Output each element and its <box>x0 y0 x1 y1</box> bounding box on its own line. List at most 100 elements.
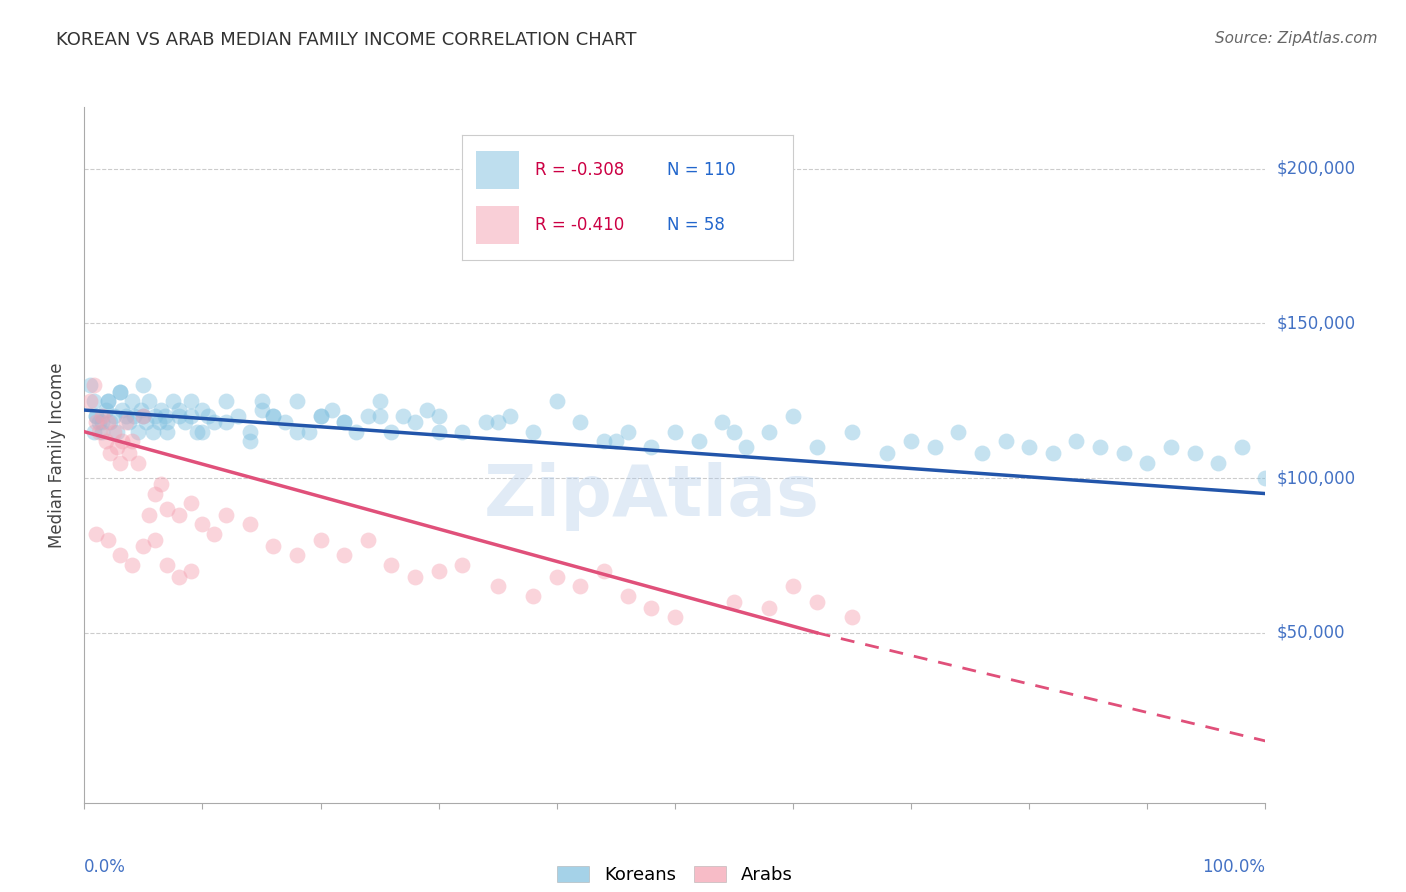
Point <box>132 409 155 424</box>
Point <box>711 416 734 430</box>
Point <box>108 549 131 563</box>
Point <box>392 409 415 424</box>
Point <box>162 393 184 408</box>
Point <box>876 446 898 460</box>
Point <box>138 508 160 523</box>
Point <box>593 564 616 578</box>
Point <box>94 434 117 448</box>
Point <box>486 579 509 593</box>
Point <box>180 496 202 510</box>
Text: KOREAN VS ARAB MEDIAN FAMILY INCOME CORRELATION CHART: KOREAN VS ARAB MEDIAN FAMILY INCOME CORR… <box>56 31 637 49</box>
Point <box>98 416 121 430</box>
Point <box>121 558 143 572</box>
Point <box>91 409 114 424</box>
Point <box>98 446 121 460</box>
Point <box>114 416 136 430</box>
Point <box>127 456 149 470</box>
Point <box>239 425 262 439</box>
Legend: Koreans, Arabs: Koreans, Arabs <box>550 858 800 891</box>
Point <box>498 409 520 424</box>
Point <box>91 425 114 439</box>
Point <box>167 508 190 523</box>
Point <box>994 434 1017 448</box>
Point <box>103 409 125 424</box>
Point <box>79 393 101 408</box>
Point <box>108 456 131 470</box>
Point <box>1230 440 1253 454</box>
Point <box>416 403 439 417</box>
Point <box>103 425 125 439</box>
Point <box>202 526 225 541</box>
Point <box>782 579 804 593</box>
Point <box>108 384 131 399</box>
Point <box>368 393 391 408</box>
Point <box>143 409 166 424</box>
Point <box>522 425 544 439</box>
Point <box>156 558 179 572</box>
Point <box>262 409 284 424</box>
Point <box>191 403 214 417</box>
Point <box>1112 446 1135 460</box>
Point <box>841 610 863 624</box>
Point <box>1160 440 1182 454</box>
Point <box>197 409 219 424</box>
Point <box>84 416 107 430</box>
Point <box>121 393 143 408</box>
Point <box>380 425 402 439</box>
Point <box>156 502 179 516</box>
Point <box>640 440 662 454</box>
Point <box>298 425 321 439</box>
Point <box>122 409 145 424</box>
Point <box>148 416 170 430</box>
Point <box>215 508 238 523</box>
Point <box>640 601 662 615</box>
Text: $200,000: $200,000 <box>1277 160 1355 178</box>
Point <box>262 409 284 424</box>
Point <box>91 416 114 430</box>
Point <box>83 378 105 392</box>
Point <box>83 393 105 408</box>
Point <box>150 477 173 491</box>
Text: N = 110: N = 110 <box>668 161 735 179</box>
Point <box>97 416 120 430</box>
Point <box>970 446 993 460</box>
Point <box>451 425 474 439</box>
Point <box>404 570 426 584</box>
Text: Source: ZipAtlas.com: Source: ZipAtlas.com <box>1215 31 1378 46</box>
Point <box>167 409 190 424</box>
Point <box>202 416 225 430</box>
Point <box>250 393 273 408</box>
Point <box>143 533 166 547</box>
Point <box>380 558 402 572</box>
Point <box>274 416 297 430</box>
Point <box>1018 440 1040 454</box>
Point <box>723 595 745 609</box>
Point <box>143 486 166 500</box>
Text: R = -0.308: R = -0.308 <box>536 161 624 179</box>
Point <box>1042 446 1064 460</box>
Point <box>135 416 157 430</box>
Point <box>107 425 129 439</box>
Point <box>782 409 804 424</box>
Point <box>239 517 262 532</box>
Point <box>451 558 474 572</box>
Point <box>723 425 745 439</box>
Point <box>486 416 509 430</box>
Point <box>97 393 120 408</box>
Point <box>138 393 160 408</box>
Point <box>1066 434 1088 448</box>
Point <box>427 564 450 578</box>
Point <box>107 440 129 454</box>
Point <box>156 425 179 439</box>
Text: 0.0%: 0.0% <box>84 858 127 877</box>
Point <box>616 589 638 603</box>
Point <box>84 409 107 424</box>
Point <box>605 434 627 448</box>
Text: $100,000: $100,000 <box>1277 469 1355 487</box>
Point <box>1254 471 1277 485</box>
Point <box>546 393 568 408</box>
Point <box>475 416 498 430</box>
Point <box>948 425 970 439</box>
Point <box>285 425 308 439</box>
Point <box>87 425 110 439</box>
